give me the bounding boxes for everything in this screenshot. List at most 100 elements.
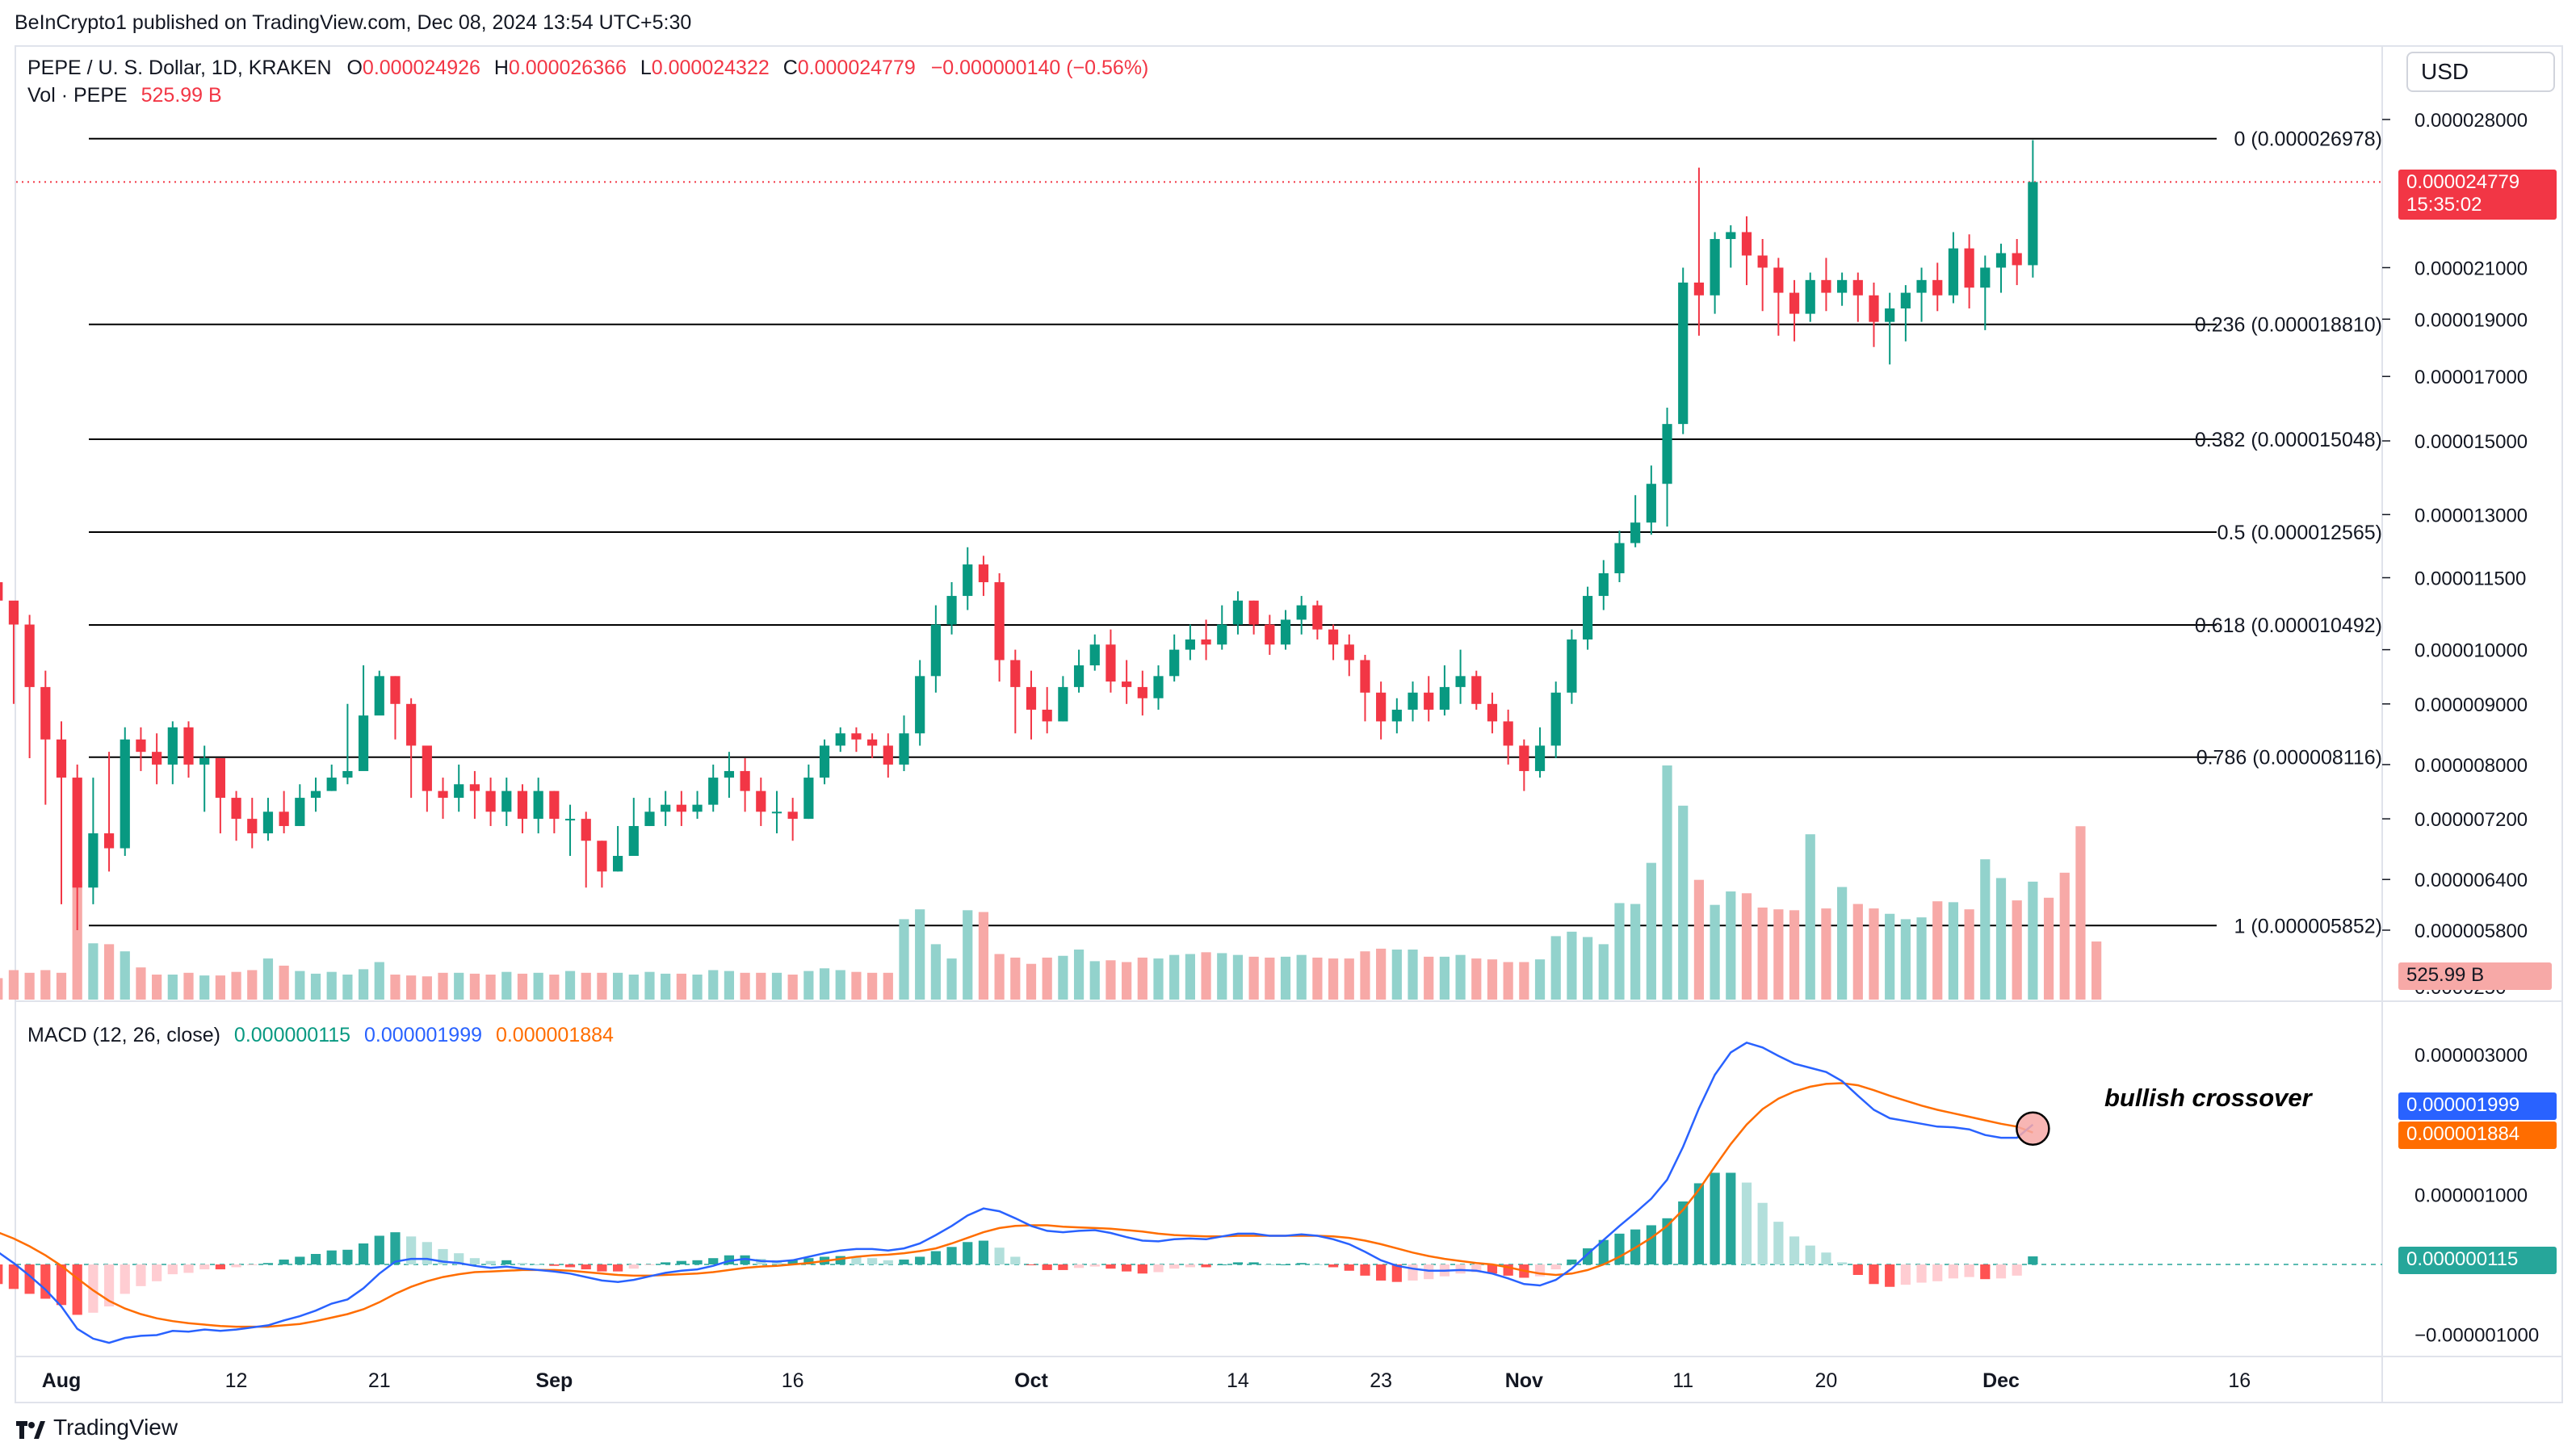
open-value: 0.000024926 <box>362 57 480 79</box>
volume-bar <box>803 971 814 1000</box>
candle <box>1153 676 1164 698</box>
candle <box>358 715 369 771</box>
price-axis-label: 0.000019000 <box>2414 309 2528 331</box>
candle <box>1391 709 1402 722</box>
volume-bar <box>708 970 719 1000</box>
volume-legend[interactable]: Vol · PEPE 525.99 B <box>27 84 222 107</box>
volume-bar <box>24 972 35 1000</box>
candle <box>1089 644 1100 666</box>
volume-bar <box>1169 954 1180 1000</box>
volume-bar <box>1248 956 1259 1000</box>
volume-bar <box>1265 957 1275 1000</box>
macd-histogram-bar <box>1614 1233 1625 1264</box>
volume-bar <box>581 972 591 1000</box>
candle <box>262 811 274 834</box>
volume-bar <box>724 971 735 1000</box>
price-axis-label: 0.000007200 <box>2414 809 2528 831</box>
volume-bar <box>1582 937 1593 1000</box>
macd-histogram-bar <box>612 1264 623 1272</box>
volume-bar <box>406 975 417 1000</box>
macd-histogram-bar <box>1455 1264 1466 1274</box>
candle <box>1964 248 1974 288</box>
volume-bar <box>2043 897 2054 1000</box>
macd-histogram-bar <box>803 1258 814 1264</box>
macd-line-tag: 0.000001999 <box>2398 1092 2557 1120</box>
volume-bar <box>1073 950 1085 1000</box>
candle <box>1073 665 1085 687</box>
volume-bar <box>1852 904 1863 1000</box>
macd-histogram-bar <box>262 1263 274 1264</box>
macd-histogram-bar <box>469 1258 480 1264</box>
candle <box>612 856 623 872</box>
candle <box>835 733 845 746</box>
tradingview-logo[interactable]: TradingView <box>16 1415 178 1440</box>
macd-legend[interactable]: MACD (12, 26, close) 0.000000115 0.00000… <box>27 1024 614 1047</box>
volume-bar <box>390 975 401 1000</box>
volume-bar <box>279 965 289 1000</box>
macd-histogram-bar <box>581 1264 591 1270</box>
macd-histogram-bar <box>2012 1264 2022 1276</box>
volume-bar <box>136 967 146 1000</box>
candle <box>819 745 830 778</box>
volume-bar <box>1614 903 1625 1000</box>
volume-bar <box>915 909 925 1000</box>
volume-bar <box>374 962 384 1000</box>
volume-bar <box>1471 958 1482 1000</box>
macd-histogram-bar <box>406 1236 417 1264</box>
time-axis-label: Aug <box>42 1369 82 1392</box>
macd-histogram-bar <box>1821 1252 1831 1264</box>
candle <box>1280 619 1291 645</box>
macd-histogram-bar <box>915 1256 925 1264</box>
candle <box>390 676 401 704</box>
volume-bar <box>152 975 162 1000</box>
volume-bar <box>342 975 353 1000</box>
bar-countdown: 15:35:02 <box>2406 194 2482 216</box>
volume-bar <box>946 958 957 1000</box>
candle <box>152 752 162 765</box>
currency-selector[interactable]: USD <box>2406 52 2555 92</box>
candle <box>676 804 686 812</box>
macd-histogram-bar <box>295 1256 305 1264</box>
macd-histogram-bar <box>1900 1264 1911 1285</box>
volume-bar <box>1137 957 1147 1000</box>
volume-bar <box>1391 950 1402 1000</box>
candle <box>978 564 989 583</box>
candle <box>1503 721 1513 746</box>
ohlc-legend[interactable]: PEPE / U. S. Dollar, 1D, KRAKEN O0.00002… <box>27 57 1148 80</box>
volume-bar <box>2012 900 2022 1000</box>
candle <box>1105 644 1116 682</box>
candle <box>1519 745 1529 771</box>
candle <box>1010 660 1021 687</box>
macd-histogram-bar <box>1248 1262 1259 1264</box>
macd-histogram-bar <box>963 1242 973 1264</box>
candle <box>1344 644 1354 660</box>
price-axis-label: 0.000011500 <box>2414 568 2526 589</box>
volume-bar <box>1089 961 1100 1000</box>
macd-histogram-bar <box>2028 1256 2038 1264</box>
price-axis-label: 0.000008000 <box>2414 755 2528 777</box>
time-axis-label: 21 <box>368 1369 391 1392</box>
time-axis-label: 11 <box>1672 1369 1693 1392</box>
macd-histogram-bar <box>597 1264 607 1272</box>
volume-bar <box>1185 954 1195 1000</box>
volume-bar <box>1550 936 1561 1000</box>
macd-histogram-bar <box>1137 1264 1147 1274</box>
volume-bar <box>1741 893 1752 1000</box>
candle <box>485 790 496 812</box>
volume-bar <box>1678 805 1689 1000</box>
macd-histogram-bar <box>454 1253 464 1264</box>
volume-bar <box>1122 962 1132 1000</box>
volume-bar <box>247 970 258 1000</box>
volume-bar <box>2091 941 2102 1000</box>
candle <box>1201 639 1211 645</box>
macd-histogram-bar <box>1042 1264 1052 1270</box>
volume-bar <box>819 968 830 1000</box>
volume-bar <box>1980 859 1991 1000</box>
symbol-label[interactable]: PEPE / U. S. Dollar, 1D, KRAKEN <box>27 57 332 79</box>
candle <box>1916 279 1927 293</box>
candle <box>692 804 703 812</box>
candle <box>883 745 893 765</box>
macd-histogram-bar <box>247 1264 258 1265</box>
macd-histogram-bar <box>485 1260 496 1264</box>
